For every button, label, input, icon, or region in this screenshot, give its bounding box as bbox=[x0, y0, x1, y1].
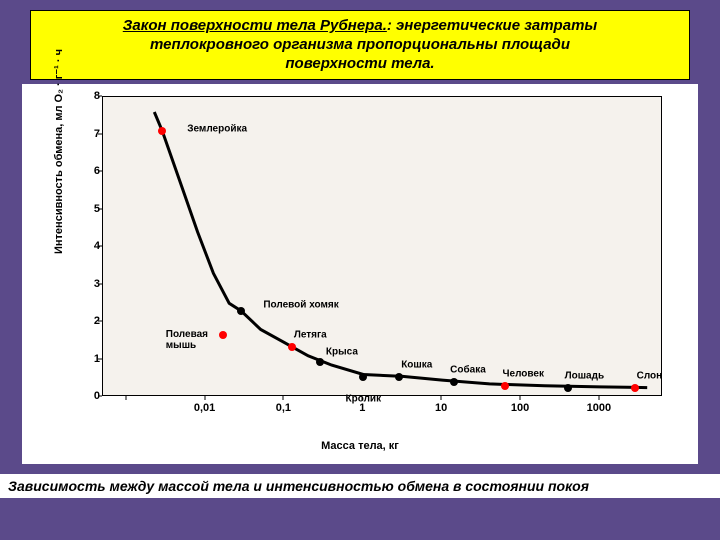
data-point bbox=[237, 307, 245, 315]
title-rest-1: : энергетические затраты bbox=[387, 17, 597, 34]
data-point bbox=[288, 343, 296, 351]
title-box: Закон поверхности тела Рубнера.: энергет… bbox=[30, 10, 690, 80]
x-tick-label: 10 bbox=[435, 402, 447, 414]
data-point-label: Лошадь bbox=[565, 370, 605, 381]
x-tick-mark bbox=[362, 396, 363, 400]
x-tick-mark bbox=[520, 396, 521, 400]
title-text: Закон поверхности тела Рубнера.: энергет… bbox=[49, 17, 671, 73]
x-tick-mark bbox=[283, 396, 284, 400]
y-tick-mark bbox=[98, 321, 102, 322]
x-tick-label: 1 bbox=[359, 402, 365, 414]
title-line-3: поверхности тела. bbox=[285, 55, 434, 72]
x-tick-mark bbox=[125, 396, 126, 400]
y-tick-mark bbox=[98, 396, 102, 397]
data-point bbox=[631, 384, 639, 392]
chart-plot-area: Землеройка Полевой хомяк Полеваямышь Летяга… bbox=[102, 96, 662, 396]
data-point-label: Собака bbox=[450, 365, 486, 376]
data-point bbox=[450, 378, 458, 386]
title-underlined: Закон поверхности тела Рубнера. bbox=[123, 17, 387, 34]
chart-panel: Интенсивность обмена, мл O₂ · г⁻¹ · ч Ма… bbox=[22, 84, 698, 464]
x-tick-mark bbox=[598, 396, 599, 400]
data-point bbox=[219, 331, 227, 339]
x-tick-mark bbox=[441, 396, 442, 400]
figure-caption: Зависимость между массой тела и интенсив… bbox=[0, 474, 720, 498]
data-point bbox=[564, 384, 572, 392]
data-point bbox=[359, 373, 367, 381]
y-tick-mark bbox=[98, 96, 102, 97]
data-point bbox=[501, 382, 509, 390]
metabolism-curve bbox=[103, 97, 663, 397]
data-point bbox=[316, 358, 324, 366]
data-point bbox=[158, 127, 166, 135]
data-point-label: Кошка bbox=[401, 359, 432, 370]
data-point-label: Полевой хомяк bbox=[263, 300, 338, 311]
x-tick-label: 1000 bbox=[587, 402, 611, 414]
data-point-label: Слон bbox=[637, 370, 663, 381]
data-point bbox=[395, 373, 403, 381]
data-point-label: Полеваямышь bbox=[166, 329, 208, 351]
x-axis-label: Масса тела, кг bbox=[22, 440, 698, 452]
x-tick-label: 0,1 bbox=[276, 402, 291, 414]
y-tick-mark bbox=[98, 208, 102, 209]
y-tick-mark bbox=[98, 171, 102, 172]
title-line-2: теплокровного организма пропорциональны … bbox=[150, 36, 570, 53]
data-point-label: Землеройка bbox=[187, 124, 247, 135]
x-tick-mark bbox=[204, 396, 205, 400]
data-point-label: Человек bbox=[503, 369, 545, 380]
y-tick-mark bbox=[98, 133, 102, 134]
y-tick-mark bbox=[98, 246, 102, 247]
y-axis-label: Интенсивность обмена, мл O₂ · г⁻¹ · ч bbox=[52, 49, 65, 254]
y-tick-mark bbox=[98, 283, 102, 284]
y-tick-mark bbox=[98, 358, 102, 359]
x-tick-label: 100 bbox=[511, 402, 529, 414]
data-point-label: Крыса bbox=[326, 346, 358, 357]
data-point-label: Летяга bbox=[294, 329, 327, 340]
x-tick-label: 0,01 bbox=[194, 402, 215, 414]
